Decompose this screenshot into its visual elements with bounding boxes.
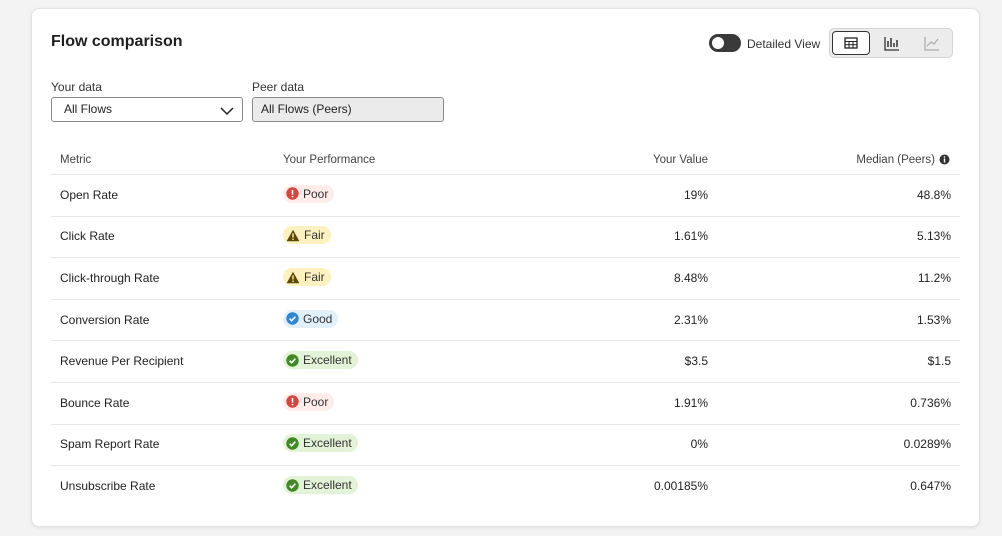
- status-icon: [286, 271, 300, 284]
- status-icon: [286, 395, 299, 408]
- peer-median: 5.13%: [916, 229, 951, 244]
- status-badge: Excellent: [283, 434, 358, 453]
- status-label: Excellent: [303, 353, 352, 368]
- status-label: Poor: [303, 186, 329, 201]
- peer-data-input: All Flows (Peers): [252, 97, 444, 122]
- metric: Bounce Rate: [60, 395, 130, 410]
- status-icon: [286, 437, 299, 450]
- column-header: Metric: [60, 154, 92, 166]
- peer-median: 1.53%: [916, 312, 951, 327]
- your-value: 0.00185%: [653, 479, 708, 493]
- metric: Revenue Per Recipient: [60, 354, 184, 369]
- your-value: 1.91%: [673, 395, 708, 410]
- peer-data-label: Peer data: [252, 80, 305, 94]
- peer-median: 0.0289%: [903, 437, 951, 452]
- divider: [51, 340, 960, 342]
- peer-data-value: All Flows (Peers): [261, 102, 352, 116]
- metric: Spam Report Rate: [60, 437, 160, 452]
- bar-view-button[interactable]: [872, 29, 910, 57]
- your-value: 1.61%: [673, 229, 708, 244]
- your-value: 2.31%: [673, 312, 708, 327]
- status-badge: Fair: [283, 226, 331, 245]
- toggle[interactable]: [709, 34, 741, 52]
- divider: [51, 465, 960, 467]
- status-label: Fair: [304, 228, 325, 243]
- metric: Unsubscribe Rate: [60, 479, 156, 493]
- status-badge: Poor: [283, 392, 335, 411]
- status-badge: Good: [283, 309, 339, 328]
- column-header: Your Performance: [283, 154, 376, 166]
- status-icon: [286, 229, 300, 242]
- metric: Click-through Rate: [60, 271, 160, 285]
- status-label: Poor: [303, 394, 329, 409]
- your-value: $3.5: [684, 354, 708, 369]
- divider: [51, 215, 960, 217]
- your-value: 19%: [683, 187, 708, 202]
- status-label: Excellent: [303, 436, 352, 451]
- status-icon: [286, 353, 299, 367]
- your-value: 8.48%: [673, 271, 708, 285]
- status-badge: Poor: [283, 184, 335, 203]
- status-icon: [286, 478, 299, 492]
- view-switcher: [829, 28, 953, 58]
- toggle-label: Detailed View: [747, 37, 821, 51]
- metric: Conversion Rate: [60, 312, 150, 327]
- your-data-select[interactable]: All Flows: [51, 97, 243, 122]
- card: [31, 8, 980, 527]
- status-badge: Excellent: [283, 476, 358, 494]
- peer-median: 48.8%: [916, 187, 951, 202]
- line-view-button[interactable]: [912, 29, 950, 57]
- divider: [51, 174, 960, 175]
- status-label: Good: [303, 311, 333, 326]
- your-data-value: All Flows: [64, 102, 113, 116]
- table-view-button[interactable]: [832, 31, 870, 55]
- column-header: Your Value: [653, 154, 708, 166]
- your-data-label: Your data: [51, 80, 102, 94]
- metric: Open Rate: [60, 187, 119, 202]
- divider: [51, 298, 960, 300]
- status-icon: [286, 312, 299, 325]
- divider: [51, 382, 960, 383]
- metric: Click Rate: [60, 229, 115, 244]
- your-value: 0%: [690, 437, 708, 452]
- status-badge: Fair: [283, 268, 331, 286]
- peer-median: 0.647%: [910, 479, 951, 493]
- peer-median: $1.5: [927, 354, 951, 369]
- status-badge: Excellent: [283, 351, 358, 370]
- status-label: Fair: [304, 270, 325, 284]
- status-icon: [286, 187, 299, 200]
- peer-median: 11.2%: [917, 271, 951, 285]
- peer-median: 0.736%: [910, 395, 951, 410]
- status-label: Excellent: [303, 478, 352, 492]
- divider: [51, 423, 960, 425]
- info-icon[interactable]: [939, 154, 950, 165]
- title: Flow comparison: [51, 33, 183, 50]
- divider: [51, 257, 960, 259]
- column-header: Median (Peers): [856, 154, 935, 166]
